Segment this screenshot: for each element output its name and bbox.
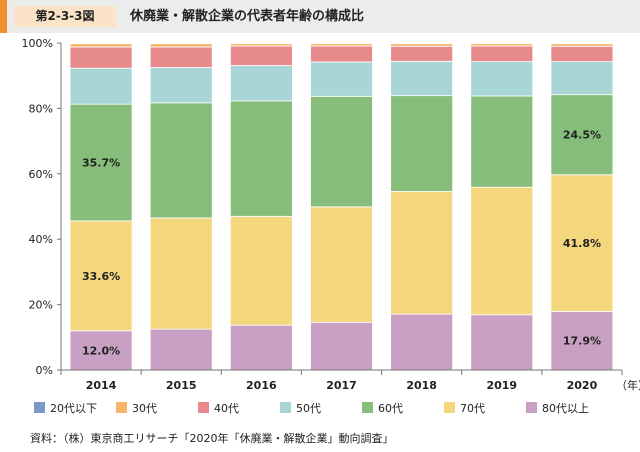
bar-segment — [550, 61, 614, 96]
data-label: 33.6% — [82, 270, 120, 283]
bar-segment — [470, 95, 534, 188]
bar-segment — [550, 42, 614, 45]
x-tick-label: 2015 — [166, 379, 197, 392]
legend-item: 80代以上 — [526, 402, 589, 415]
x-tick-label: 2019 — [486, 379, 517, 392]
y-tick-label: 40% — [29, 233, 53, 246]
bar-segment — [149, 102, 213, 219]
bar-segment — [550, 174, 614, 312]
y-tick-label: 100% — [22, 37, 53, 50]
header-accent-bar — [0, 0, 7, 33]
bar-segment — [310, 206, 373, 323]
legend-swatch — [34, 402, 45, 413]
y-tick-label: 20% — [29, 299, 53, 312]
legend-item: 60代 — [362, 402, 403, 415]
bar-segment — [310, 61, 373, 97]
x-tick-label: 2017 — [326, 379, 357, 392]
bar-segment — [470, 42, 534, 45]
bar-segment — [390, 95, 454, 192]
legend-label: 40代 — [214, 402, 239, 415]
legend-swatch — [362, 402, 373, 413]
bar-segment — [69, 103, 133, 222]
bar-segment — [390, 313, 454, 371]
y-tick-label: 60% — [29, 168, 53, 181]
bar-segment — [310, 45, 373, 63]
bar-segment — [550, 45, 614, 63]
legend-label: 20代以下 — [50, 402, 97, 415]
legend-label: 60代 — [378, 402, 403, 415]
data-label: 17.9% — [563, 335, 601, 348]
bar-segment — [229, 42, 293, 45]
bar-segment — [229, 215, 293, 326]
data-label: 35.7% — [82, 157, 120, 170]
legend-label: 50代 — [296, 402, 321, 415]
bar-segment — [69, 220, 133, 332]
bar-segment — [69, 67, 133, 105]
bar-segment — [229, 45, 293, 66]
legend-swatch — [116, 402, 127, 413]
legend-swatch — [280, 402, 291, 413]
legend-swatch — [526, 402, 537, 413]
data-label: 41.8% — [563, 237, 601, 250]
y-tick-label: 80% — [29, 102, 53, 115]
legend-item: 30代 — [116, 402, 157, 415]
x-tick-label: 2020 — [567, 379, 598, 392]
legend-item: 20代以下 — [34, 402, 97, 415]
legend-swatch — [198, 402, 209, 413]
bar-segment — [229, 324, 293, 371]
figure-number: 第2-3-3図 — [14, 6, 116, 27]
x-tick-label: 2018 — [406, 379, 437, 392]
stacked-bar-chart: 0% 20% 40% 60% 80% 100% 2014 2015 2016 2017 2018 20… — [22, 37, 640, 415]
data-label: 12.0% — [82, 344, 120, 357]
bar-segment — [310, 95, 373, 208]
legend-swatch — [444, 402, 455, 413]
bar-segment — [390, 60, 454, 97]
bar-segment — [470, 61, 534, 97]
legend-item: 50代 — [280, 402, 321, 415]
bar-segment — [149, 46, 213, 68]
bar-segment — [149, 217, 213, 330]
legend-item: 40代 — [198, 402, 239, 415]
figure-header: 第2-3-3図 休廃業・解散企業の代表者年齢の構成比 — [0, 0, 640, 33]
bar-segment — [470, 45, 534, 63]
bar-segment — [390, 191, 454, 315]
legend-label: 30代 — [132, 402, 157, 415]
bar-segment — [229, 100, 293, 217]
bar-segment — [69, 46, 133, 69]
data-label: 24.5% — [563, 129, 601, 142]
bar-segment — [550, 94, 614, 176]
bar-segment — [149, 328, 213, 371]
figure-title: 休廃業・解散企業の代表者年齢の構成比 — [130, 9, 365, 24]
x-tick-label: 2016 — [246, 379, 277, 392]
bar-segment — [149, 43, 213, 48]
bar-segment — [149, 67, 213, 104]
legend-item: 70代 — [444, 402, 485, 415]
x-tick-label: 2014 — [86, 379, 117, 392]
bar-segment — [310, 321, 373, 371]
legend-label: 70代 — [460, 402, 485, 415]
bar-segment — [390, 42, 454, 45]
bar-segment — [310, 42, 373, 45]
bar-segment — [229, 65, 293, 102]
source-note: 資料：（株）東京商工リサーチ「2020年「休廃業・解散企業」動向調査」 — [30, 432, 394, 445]
bar-segment — [69, 43, 133, 48]
bar-segment — [470, 186, 534, 316]
bar-segment — [69, 42, 133, 45]
bar-segment — [390, 45, 454, 62]
y-tick-label: 0% — [36, 364, 53, 377]
legend-label: 80代以上 — [542, 402, 589, 415]
bar-segment — [149, 42, 213, 45]
x-axis-unit-label: （年） — [616, 378, 640, 392]
bar-segment — [470, 314, 534, 371]
